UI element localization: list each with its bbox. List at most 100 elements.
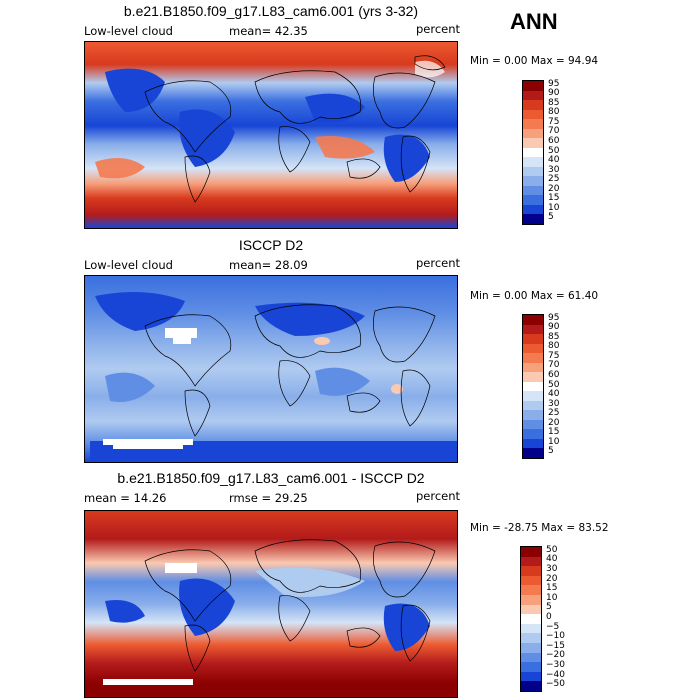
colorbar-tick-label: −20 (546, 650, 565, 661)
colorbar-swatch (521, 585, 541, 596)
colorbar-swatch (521, 633, 541, 644)
colorbar-swatch (523, 400, 543, 411)
colorbar-tick-label: 90 (548, 88, 560, 99)
colorbar-tick-label: 40 (548, 389, 560, 400)
colorbar-swatch (523, 138, 543, 149)
colorbar-tick-label: 10 (548, 436, 560, 447)
colorbar-swatch (523, 448, 543, 459)
colorbar-tick-label: 20 (546, 573, 558, 584)
panel-1-units-label: percent (416, 22, 461, 36)
colorbar-tick-label: 15 (548, 427, 560, 438)
colorbar-swatch (521, 662, 541, 673)
colorbar-swatch (523, 100, 543, 111)
panel-3-colorbar (520, 546, 542, 692)
colorbar-tick-label: 60 (548, 135, 560, 146)
colorbar-swatch (521, 575, 541, 586)
colorbar-swatch (523, 419, 543, 430)
colorbar-swatch (523, 410, 543, 421)
colorbar-swatch (523, 109, 543, 120)
colorbar-tick-label: −30 (546, 660, 565, 670)
colorbar-swatch (523, 81, 543, 92)
season-label: ANN (510, 9, 558, 34)
colorbar-tick-label: 20 (548, 417, 560, 428)
observed-low-cloud-map (85, 276, 457, 462)
colorbar-tick-label: 40 (546, 554, 558, 565)
colorbar-swatch (523, 315, 543, 326)
colorbar-tick-label: 30 (548, 164, 560, 175)
colorbar-tick-label: 50 (546, 544, 558, 555)
colorbar-swatch (523, 381, 543, 392)
colorbar-swatch (521, 643, 541, 654)
colorbar-tick-label: 30 (546, 564, 558, 574)
colorbar-swatch (523, 214, 543, 225)
colorbar-tick-label: 5 (548, 446, 554, 457)
panel-3-rmse-label: rmse = 29.25 (229, 491, 308, 505)
colorbar-tick-label: 0 (546, 612, 552, 622)
colorbar-tick-label: −50 (546, 679, 565, 690)
colorbar-tick-label: 10 (546, 592, 558, 603)
panel-2-title: ISCCP D2 (238, 237, 304, 253)
model-low-cloud-map (85, 42, 457, 228)
colorbar-swatch (523, 353, 543, 364)
colorbar-tick-label: 70 (548, 126, 560, 137)
colorbar-swatch (521, 614, 541, 625)
colorbar-tick-label: 10 (548, 202, 560, 213)
panel-1-mean-label: mean= 42.35 (229, 24, 308, 38)
colorbar-tick-label: 85 (548, 97, 560, 108)
colorbar-tick-label: 95 (548, 312, 560, 323)
panel-3-title: b.e21.B1850.f09_g17.L83_cam6.001 - ISCCP… (117, 470, 425, 486)
panel-3-units-label: percent (416, 489, 461, 503)
colorbar-swatch (523, 176, 543, 187)
panel-1-title: b.e21.B1850.f09_g17.L83_cam6.001 (yrs 3-… (123, 3, 419, 19)
colorbar-swatch (521, 547, 541, 558)
colorbar-swatch (521, 566, 541, 577)
panel-3-mean-label: mean = 14.26 (84, 491, 167, 505)
colorbar-swatch (521, 681, 541, 692)
colorbar-tick-label: −10 (546, 631, 565, 642)
colorbar-swatch (521, 604, 541, 615)
colorbar-swatch (523, 157, 543, 168)
colorbar-swatch (523, 362, 543, 373)
panel-1-variable-label: Low-level cloud (84, 24, 173, 38)
colorbar-tick-label: 75 (548, 350, 560, 361)
panel-1-map (84, 41, 458, 229)
colorbar-tick-label: 25 (548, 408, 560, 419)
colorbar-swatch (523, 185, 543, 196)
colorbar-tick-label: 15 (548, 193, 560, 204)
colorbar-swatch (523, 429, 543, 440)
colorbar-swatch (521, 652, 541, 663)
panel-3-map (84, 510, 458, 698)
colorbar-tick-label: 15 (546, 583, 558, 594)
panel-1-minmax: Min = 0.00 Max = 94.94 (470, 55, 599, 67)
colorbar-swatch (523, 90, 543, 101)
colorbar-tick-label: 50 (548, 145, 560, 156)
panel-2-map (84, 275, 458, 463)
colorbar-swatch (523, 128, 543, 139)
panel-2-colorbar (522, 314, 544, 459)
colorbar-tick-label: 90 (548, 322, 560, 333)
colorbar-tick-label: 40 (548, 155, 560, 166)
colorbar-tick-label: 60 (548, 369, 560, 380)
colorbar-swatch (523, 343, 543, 354)
colorbar-swatch (521, 623, 541, 634)
colorbar-swatch (523, 372, 543, 383)
colorbar-tick-label: 95 (548, 78, 560, 89)
colorbar-tick-label: 80 (548, 107, 560, 118)
panel-2-units-label: percent (416, 256, 461, 270)
colorbar-swatch (521, 556, 541, 567)
colorbar-swatch (523, 334, 543, 345)
colorbar-tick-label: 5 (548, 212, 554, 223)
colorbar-swatch (523, 119, 543, 130)
panel-2-minmax: Min = 0.00 Max = 61.40 (470, 290, 599, 302)
colorbar-tick-label: 25 (548, 174, 560, 185)
colorbar-tick-label: −15 (546, 640, 565, 651)
colorbar-tick-label: −5 (546, 621, 560, 632)
colorbar-swatch (523, 324, 543, 335)
colorbar-swatch (521, 595, 541, 606)
colorbar-tick-label: 80 (548, 341, 560, 352)
difference-low-cloud-map (85, 511, 457, 697)
colorbar-tick-label: 50 (548, 379, 560, 390)
colorbar-tick-label: 75 (548, 116, 560, 127)
panel-1-colorbar (522, 80, 544, 225)
colorbar-swatch (523, 438, 543, 449)
